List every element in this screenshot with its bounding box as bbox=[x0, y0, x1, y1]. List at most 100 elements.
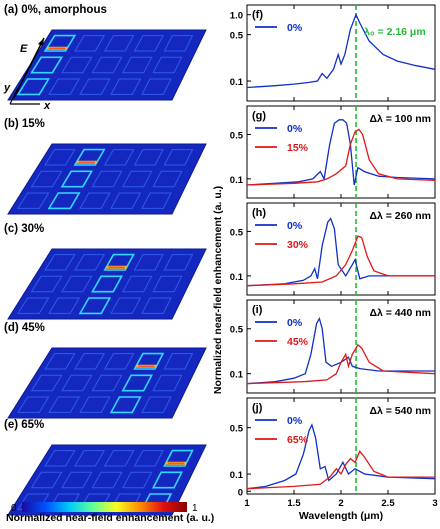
series-line-15pct bbox=[246, 128, 436, 186]
field-cell bbox=[103, 450, 135, 467]
series-line-0pct bbox=[246, 217, 435, 287]
series-line-0pct bbox=[246, 13, 436, 89]
field-cell bbox=[44, 450, 76, 467]
field-cell bbox=[152, 275, 183, 293]
x-axis-label: x bbox=[43, 100, 51, 112]
field-cell bbox=[121, 374, 154, 392]
field-cell bbox=[103, 35, 135, 52]
field-cell bbox=[17, 396, 50, 413]
field-cell bbox=[163, 149, 194, 166]
field-cell bbox=[133, 450, 164, 467]
colorbar-gradient bbox=[22, 502, 187, 512]
field-cell bbox=[163, 353, 194, 370]
field-cell bbox=[141, 396, 172, 413]
spectrum-panel-h: 0.5 0.1 0% 30% (h) Δλ = 260 nm bbox=[230, 202, 436, 296]
field-cell bbox=[17, 297, 50, 314]
panel-label-c: (c) 30% bbox=[4, 223, 45, 235]
slab-surface bbox=[7, 29, 207, 101]
panel-label-e: (e) 65% bbox=[4, 419, 45, 431]
y-axis-label: y bbox=[3, 82, 11, 94]
e-field-arrow bbox=[13, 37, 45, 99]
plot-frame bbox=[246, 202, 436, 296]
panel-label: (i) bbox=[252, 304, 263, 316]
spectrum-panel-j: 0.5 0.1 0 0% 65% (j) Δλ = 540 nm bbox=[230, 397, 436, 498]
field-cell bbox=[91, 471, 123, 489]
field-cell bbox=[121, 170, 153, 188]
colorbar-min: 0 bbox=[11, 503, 17, 514]
field-cell bbox=[44, 254, 76, 271]
x-tick-label: 1.5 bbox=[287, 498, 301, 509]
field-cell bbox=[61, 471, 93, 489]
y-tick-label: 0.5 bbox=[230, 424, 244, 435]
field-cell bbox=[163, 35, 194, 52]
field-cell bbox=[78, 297, 112, 315]
field-cell bbox=[110, 297, 142, 314]
field-cell bbox=[91, 374, 123, 392]
legend-label: 30% bbox=[287, 239, 309, 251]
panel-label-a: (a) 0%, amorphous bbox=[4, 4, 107, 16]
field-cell bbox=[48, 396, 81, 413]
field-cell bbox=[133, 352, 165, 370]
delta-lambda-annotation: Δλ = 440 nm bbox=[369, 307, 431, 319]
field-map-c bbox=[7, 248, 207, 320]
plot-frame bbox=[246, 4, 436, 102]
y-axis-arrow bbox=[9, 87, 19, 105]
field-cell bbox=[30, 56, 64, 74]
field-cell bbox=[16, 78, 50, 96]
panel-label: (j) bbox=[252, 402, 263, 414]
legend-label: 0% bbox=[287, 415, 303, 427]
x-tick-label: 1 bbox=[244, 498, 250, 509]
field-cell bbox=[163, 254, 194, 271]
series-line-0pct bbox=[246, 423, 436, 490]
colorbar: 0 1 bbox=[11, 502, 198, 514]
y-tick-label: 0.5 bbox=[230, 130, 244, 141]
field-cell bbox=[43, 34, 77, 52]
field-cell bbox=[151, 471, 183, 489]
field-cell bbox=[44, 353, 76, 370]
legend-label: 45% bbox=[287, 336, 309, 348]
field-cell bbox=[30, 275, 63, 293]
field-cell bbox=[103, 149, 135, 166]
field-cell bbox=[47, 192, 81, 210]
reference-line-label: λ₀ = 2.16 μm bbox=[364, 26, 426, 38]
legend-label: 0% bbox=[287, 22, 303, 34]
field-cell bbox=[133, 254, 164, 271]
panel-label: (h) bbox=[252, 207, 266, 219]
field-cell bbox=[152, 170, 183, 188]
field-cell bbox=[73, 148, 106, 166]
y-tick-label: 0.1 bbox=[230, 77, 244, 88]
field-cell bbox=[152, 56, 183, 74]
field-cell bbox=[110, 78, 142, 95]
field-cell bbox=[109, 396, 142, 414]
series-line-65pct bbox=[246, 450, 435, 490]
slab-surface bbox=[7, 248, 207, 320]
field-cell bbox=[61, 275, 93, 293]
y-tick-label: 0.1 bbox=[230, 370, 244, 381]
field-cell bbox=[141, 192, 172, 209]
field-cell bbox=[152, 374, 183, 392]
field-cell bbox=[133, 149, 164, 166]
e-field-arrowhead bbox=[38, 38, 44, 46]
x-tick-label: 2 bbox=[338, 498, 343, 509]
field-cell bbox=[91, 56, 123, 74]
y-tick-label: 0.1 bbox=[230, 470, 244, 481]
slab-surface bbox=[7, 143, 207, 215]
y-tick-label: 0.5 bbox=[230, 325, 244, 336]
field-map-b bbox=[7, 143, 207, 215]
field-cell bbox=[17, 192, 50, 209]
series-line-45pct bbox=[246, 343, 436, 385]
panel-label: (g) bbox=[252, 110, 266, 122]
spectrum-panel-g: 0.5 0.1 0% 15% (g) Δλ = 100 nm bbox=[230, 105, 436, 199]
field-cell bbox=[79, 78, 111, 95]
series-line-0pct bbox=[246, 119, 436, 186]
field-cell bbox=[163, 449, 194, 467]
colorbar-max: 1 bbox=[192, 503, 198, 514]
panel-label-d: (d) 45% bbox=[4, 322, 45, 334]
field-cell bbox=[61, 374, 93, 392]
field-cell bbox=[74, 450, 106, 467]
field-cell bbox=[91, 275, 124, 293]
field-cell bbox=[30, 374, 63, 392]
field-cell bbox=[133, 35, 164, 52]
field-cell bbox=[61, 56, 93, 74]
field-cell bbox=[141, 78, 172, 95]
